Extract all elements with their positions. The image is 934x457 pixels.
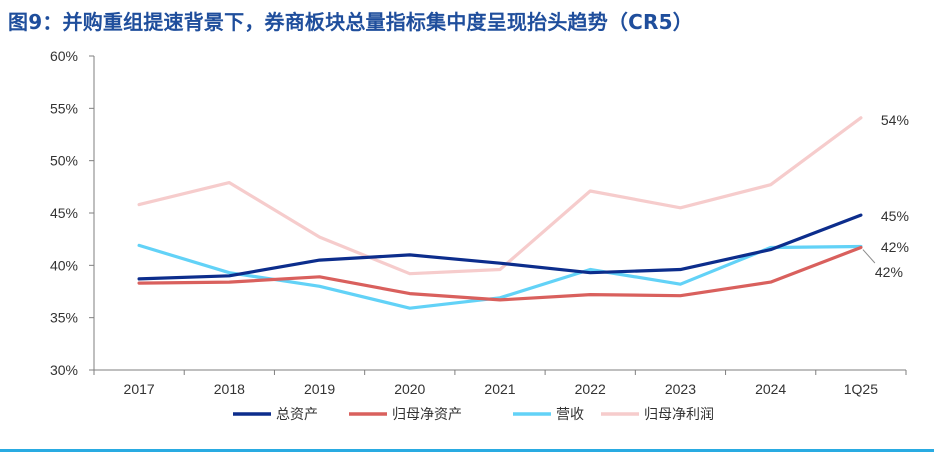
legend-item-4: 归母净利润	[601, 406, 714, 423]
y-tick-label: 30%	[50, 362, 78, 378]
legend-item-1: 总资产	[233, 407, 318, 423]
legend-label: 归母净利润	[644, 406, 714, 423]
series-line-1	[137, 213, 863, 281]
y-tick-label: 35%	[50, 310, 78, 326]
y-tick-label: 55%	[50, 100, 78, 116]
x-tick-label: 2021	[484, 381, 515, 397]
bottom-divider	[0, 449, 934, 452]
y-tick-label: 60%	[50, 48, 78, 64]
legend-label: 营收	[556, 407, 584, 423]
series-line-2	[137, 245, 863, 302]
end-label-leader	[862, 249, 876, 264]
x-axis: 2017 2018 2019 2020 2021 2022 2023 2024 1Q25	[93, 369, 907, 397]
y-tick-label: 40%	[50, 257, 78, 273]
legend-label: 总资产	[276, 407, 318, 423]
x-tick-label: 2020	[394, 381, 425, 397]
series-line-4	[137, 116, 863, 276]
end-label-4: 54%	[881, 112, 909, 128]
chart-title: 图9：并购重组提速背景下，券商板块总量指标集中度呈现抬头趋势（CR5）	[8, 10, 693, 34]
x-tick-label: 2024	[755, 381, 786, 397]
legend: 总资产 归母净资产 营收 归母净利润	[233, 406, 714, 423]
series-lines	[137, 116, 863, 310]
legend-label: 归母净资产	[392, 406, 462, 423]
x-tick-label: 2023	[665, 381, 696, 397]
x-tick-label: 2017	[124, 381, 155, 397]
y-tick-label: 50%	[50, 153, 78, 169]
series-line-3	[137, 243, 863, 310]
x-tick-label: 2022	[575, 381, 606, 397]
end-label-3: 42%	[881, 239, 909, 255]
y-tick-label: 45%	[50, 205, 78, 221]
x-tick-label: 2019	[304, 381, 335, 397]
y-axis: 30% 35% 40% 45% 50% 55% 60%	[50, 48, 95, 378]
end-label-1: 45%	[881, 208, 909, 224]
legend-item-2: 归母净资产	[349, 406, 462, 423]
x-tick-label: 2018	[214, 381, 245, 397]
legend-item-3: 营收	[513, 407, 584, 423]
end-label-2: 42%	[875, 264, 903, 280]
end-labels: 45% 42% 42% 54%	[862, 112, 909, 280]
x-tick-label: 1Q25	[844, 381, 878, 397]
